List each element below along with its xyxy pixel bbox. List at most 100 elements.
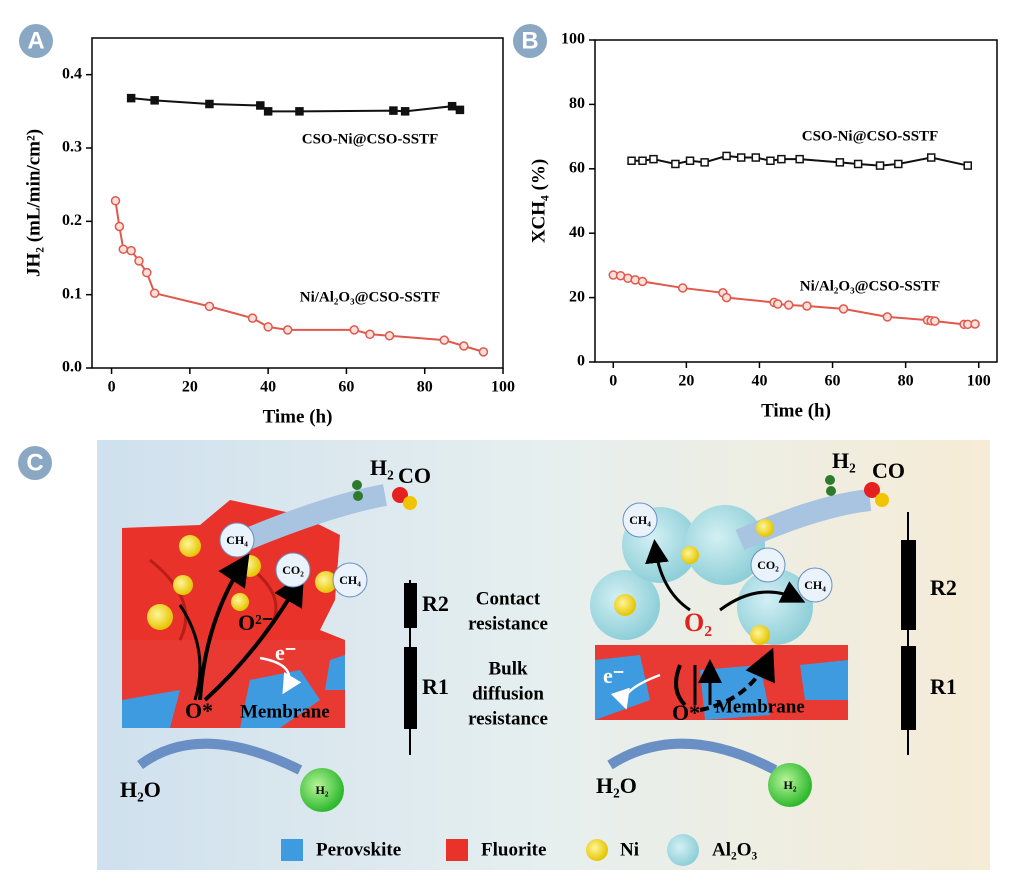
- marker: [875, 161, 885, 170]
- x-tick-label: 20: [678, 373, 694, 390]
- marker: [263, 107, 273, 116]
- panel-label: A: [27, 27, 44, 54]
- marker: [126, 93, 136, 103]
- marker: [649, 154, 658, 164]
- marker: [795, 154, 804, 164]
- product-label: H₂: [370, 455, 394, 480]
- x-tick-label: 40: [751, 373, 767, 390]
- panel-label: C: [26, 449, 43, 476]
- marker: [118, 244, 129, 254]
- electron-label: e⁻: [603, 663, 624, 688]
- left-membrane: [122, 480, 417, 812]
- resistor-label: R2: [930, 575, 957, 600]
- product-label: H₂: [832, 448, 856, 473]
- marker: [721, 292, 732, 303]
- marker: [853, 159, 863, 169]
- legend-swatch: [446, 839, 468, 861]
- y-tick-label: 20: [569, 288, 585, 305]
- series-label: CSO-Ni@CSO-SSTF: [302, 131, 438, 147]
- series-line: [114, 200, 484, 353]
- resistor-note: resistance: [468, 708, 548, 729]
- x-tick-label: 100: [967, 373, 991, 390]
- marker: [926, 153, 936, 162]
- molecule-label: CH₄: [339, 573, 361, 587]
- marker: [930, 316, 940, 326]
- panel-badge: [18, 446, 52, 480]
- molecule-label: CH₄: [804, 578, 826, 592]
- marker: [882, 312, 893, 322]
- marker: [802, 301, 812, 311]
- resistor-label: R1: [422, 674, 449, 699]
- marker: [384, 330, 395, 341]
- marker: [295, 107, 304, 116]
- plot-frame: [91, 37, 504, 369]
- marker: [894, 159, 903, 169]
- y-tick-label: 0.0: [62, 359, 82, 376]
- marker: [835, 158, 845, 167]
- product-label: CO: [872, 458, 905, 483]
- marker: [110, 196, 121, 206]
- marker: [282, 325, 293, 335]
- legend-label: Ni: [620, 839, 639, 860]
- resistor-note: diffusion: [472, 683, 544, 704]
- ion-label: O²⁻: [238, 610, 273, 635]
- marker: [205, 99, 214, 109]
- marker: [455, 105, 465, 115]
- y-tick-label: 100: [561, 31, 585, 48]
- marker: [134, 256, 144, 266]
- marker: [963, 161, 973, 170]
- panel-label: B: [521, 27, 538, 54]
- marker: [700, 158, 709, 167]
- x-axis-label: Time (h): [263, 406, 333, 427]
- marker: [777, 154, 786, 164]
- oxygen-label: O*: [672, 700, 700, 725]
- molecule-label: CO₂: [282, 563, 304, 577]
- legend-swatch: [586, 839, 608, 861]
- resistor-label: R2: [422, 591, 449, 616]
- x-tick-label: 0: [609, 373, 617, 390]
- y-tick-label: 0.1: [62, 285, 82, 302]
- marker: [204, 301, 215, 312]
- x-tick-label: 60: [338, 379, 354, 396]
- series-label: Ni/Al₂O₃@CSO-SSTF: [800, 278, 940, 294]
- y-tick-label: 0.3: [62, 139, 82, 156]
- x-tick-label: 80: [898, 373, 914, 390]
- product-label: H₂: [784, 778, 797, 792]
- resistor-note: resistance: [468, 613, 548, 634]
- marker: [685, 156, 695, 165]
- marker: [400, 107, 410, 116]
- diagram: C CH₄ CO₂ CH₄ H₂ CO O²⁻ e⁻ O* Membrane H…: [18, 440, 990, 870]
- resistor-note: Bulk: [488, 658, 528, 679]
- right-membrane: [590, 475, 889, 807]
- marker: [677, 283, 688, 293]
- marker: [671, 159, 680, 169]
- right-circuit: [901, 512, 916, 755]
- x-tick-label: 80: [417, 379, 433, 396]
- marker: [722, 151, 731, 161]
- marker: [349, 325, 360, 335]
- marker: [256, 101, 265, 110]
- marker: [838, 304, 849, 314]
- marker: [247, 313, 258, 323]
- left-circuit: [404, 580, 417, 755]
- oxygen-label: O*: [185, 698, 213, 723]
- legend-swatch: [281, 839, 303, 861]
- legend-label: Al₂O₃: [712, 839, 757, 860]
- series-label: Ni/Al₂O₃@CSO-SSTF: [300, 289, 440, 305]
- oxygen-label: O₂: [684, 608, 712, 637]
- y-axis-label: XCH₄ (%): [528, 159, 549, 243]
- y-tick-label: 40: [569, 224, 585, 241]
- marker: [365, 329, 375, 340]
- product-label: CO: [398, 463, 431, 488]
- resistor-label: R1: [930, 674, 957, 699]
- y-tick-label: 60: [569, 159, 585, 176]
- marker: [142, 267, 152, 278]
- marker: [126, 245, 136, 256]
- molecule-label: CO₂: [757, 558, 779, 572]
- reactant-label: H₂O: [596, 773, 637, 798]
- panel-badge: [513, 24, 547, 58]
- x-tick-label: 20: [182, 379, 198, 396]
- marker: [114, 221, 125, 232]
- marker: [447, 101, 457, 111]
